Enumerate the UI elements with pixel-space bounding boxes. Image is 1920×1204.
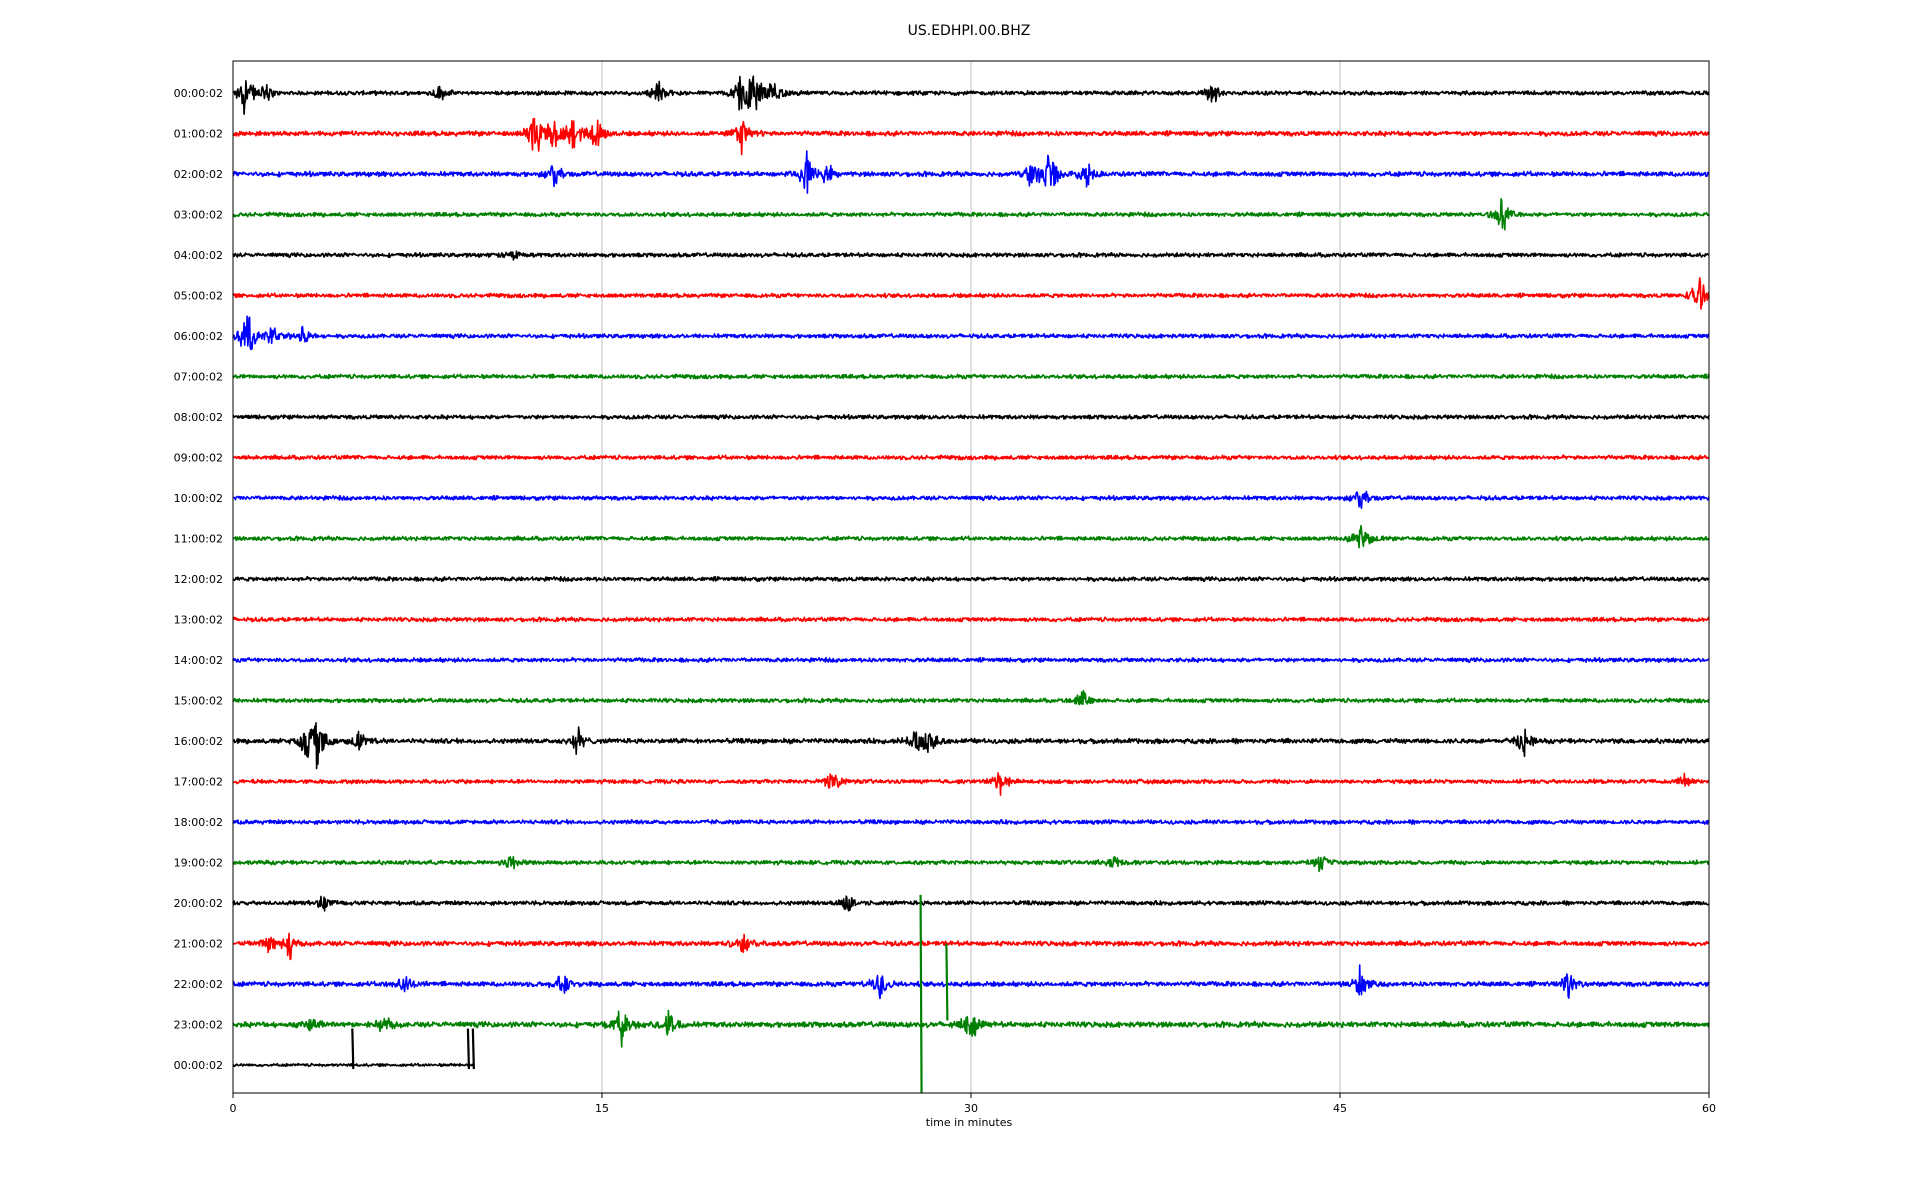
row-time-label: 15:00:02 [174, 695, 223, 708]
row-time-label: 00:00:02 [174, 87, 223, 100]
trace-row [232, 490, 1710, 510]
grid-layer [601, 61, 1341, 1093]
row-time-label: 04:00:02 [174, 249, 223, 262]
trace-spike [471, 1028, 475, 1070]
x-tick-label: 0 [230, 1102, 237, 1115]
trace-row [232, 373, 1710, 380]
x-tick-label: 60 [1702, 1102, 1716, 1115]
row-time-label: 21:00:02 [174, 938, 223, 951]
row-time-label: 23:00:02 [174, 1019, 223, 1032]
trace-row [232, 964, 1710, 1000]
trace-row [232, 117, 1710, 156]
x-tick-label: 15 [595, 1102, 609, 1115]
row-time-label: 19:00:02 [174, 857, 223, 870]
row-time-label: 18:00:02 [174, 816, 223, 829]
trace-layer [232, 75, 1710, 1094]
trace-row [232, 895, 1710, 912]
row-time-label: 05:00:02 [174, 290, 223, 303]
row-time-label: 17:00:02 [174, 776, 223, 789]
row-time-label: 12:00:02 [174, 573, 223, 586]
row-time-label: 14:00:02 [174, 654, 223, 667]
tick-layer: 0 15 30 45 60 [230, 1093, 1716, 1115]
trace-row [232, 75, 1710, 115]
row-time-label: 02:00:02 [174, 168, 223, 181]
trace-spike [351, 1028, 355, 1070]
trace-row [232, 932, 1710, 961]
row-time-label: 20:00:02 [174, 897, 223, 910]
trace-row [232, 855, 1710, 873]
trace-row [232, 250, 1710, 261]
row-time-label: 00:00:02 [174, 1059, 223, 1072]
trace-row [232, 818, 1710, 826]
trace-row [232, 315, 1710, 351]
row-time-label: 03:00:02 [174, 209, 223, 222]
trace-row [232, 616, 1710, 623]
row-time-label: 22:00:02 [174, 978, 223, 991]
chart-title: US.EDHPI.00.BHZ [908, 23, 1031, 39]
trace-spike [466, 1028, 471, 1070]
row-time-label: 08:00:02 [174, 411, 223, 424]
label-layer: 00:00:02 01:00:02 02:00:02 03:00:02 04:00:02… [174, 87, 223, 1072]
row-time-label: 01:00:02 [174, 128, 223, 141]
trace-row [232, 1009, 1710, 1048]
trace-row [232, 772, 1710, 796]
trace-row [232, 524, 1710, 549]
trace-row [232, 413, 1710, 421]
x-tick-label: 30 [964, 1102, 978, 1115]
row-time-label: 06:00:02 [174, 330, 223, 343]
trace-row [232, 689, 1710, 706]
x-axis-label: time in minutes [926, 1116, 1013, 1129]
trace-row [232, 277, 1710, 310]
x-tick-label: 45 [1333, 1102, 1347, 1115]
row-time-label: 13:00:02 [174, 614, 223, 627]
trace-spike [945, 943, 949, 1021]
row-time-label: 07:00:02 [174, 371, 223, 384]
row-time-label: 16:00:02 [174, 735, 223, 748]
trace-row [232, 150, 1710, 194]
row-time-label: 11:00:02 [174, 533, 223, 546]
trace-row [232, 721, 1710, 770]
trace-row [232, 575, 1710, 583]
trace-row [232, 198, 1710, 231]
trace-spike [919, 894, 923, 1094]
row-time-label: 09:00:02 [174, 452, 223, 465]
trace-row [232, 656, 1710, 664]
trace-row [232, 454, 1710, 461]
row-time-label: 10:00:02 [174, 492, 223, 505]
